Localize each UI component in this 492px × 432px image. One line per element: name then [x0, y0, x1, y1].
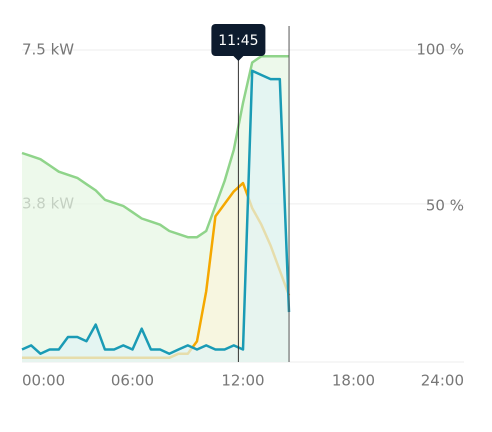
x-tick-label: 24:00 — [421, 372, 464, 390]
y2-tick-label: 100 % — [416, 41, 464, 59]
x-tick-label: 00:00 — [22, 372, 65, 390]
series-area — [22, 183, 290, 362]
series-line — [21, 69, 291, 355]
x-tick-label: 06:00 — [111, 372, 154, 390]
cursor-pointer — [233, 56, 244, 61]
y2-tick-label: 50 % — [426, 197, 464, 215]
cursor-label: 11:45 — [218, 33, 258, 49]
cursor-tooltip — [211, 24, 266, 56]
x-tick-label: 12:00 — [221, 372, 264, 390]
series-line — [21, 54, 289, 239]
y-tick-label: 7.5 kW — [22, 41, 74, 59]
series-area — [22, 70, 290, 363]
x-tick-label: 18:00 — [332, 372, 375, 390]
